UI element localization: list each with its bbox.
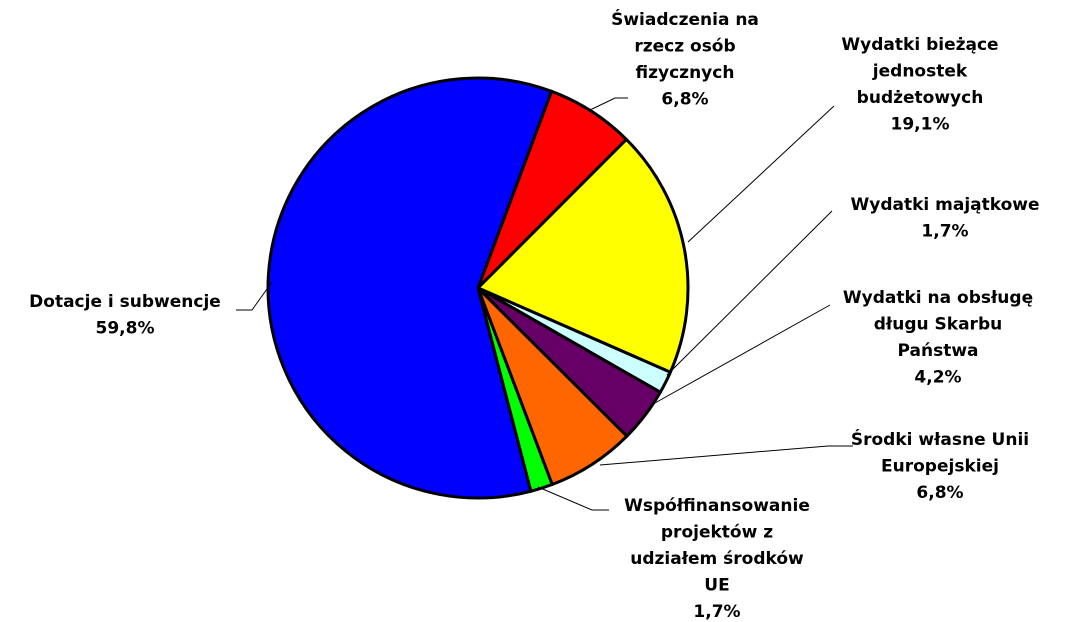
value-label: 59,8% [96, 319, 155, 339]
leader-line [687, 105, 835, 243]
leader-line [537, 486, 609, 511]
pie-slice [266, 76, 554, 500]
value-label: 6,8% [661, 90, 708, 110]
pie-slice [476, 137, 690, 374]
leader-line [599, 445, 853, 466]
value-label: 4,2% [914, 368, 961, 388]
leader-line [666, 210, 833, 376]
slice-label: Dotacje i subwencje [29, 292, 221, 312]
value-label: 1,7% [693, 602, 740, 622]
leader-line [589, 97, 628, 111]
slice-label: Środki własne Unii Europejskiej [851, 428, 1029, 477]
slice-label: Wydatki majątkowe [850, 195, 1039, 215]
slice-label: Wydatki na obsługę długu Skarbu Państwa [843, 288, 1033, 361]
leader-line [654, 304, 831, 404]
value-label: 19,1% [891, 115, 950, 135]
slice-label: Współfinansowanie projektów z udziałem śro… [624, 496, 810, 596]
leader-line [236, 281, 273, 311]
value-label: 6,8% [916, 483, 963, 503]
slice-label: Wydatki bieżące jednostek budżetowych [841, 35, 998, 108]
value-label: 1,7% [921, 222, 968, 242]
slice-label: Świadczenia na rzecz osób fizycznych [611, 8, 759, 83]
